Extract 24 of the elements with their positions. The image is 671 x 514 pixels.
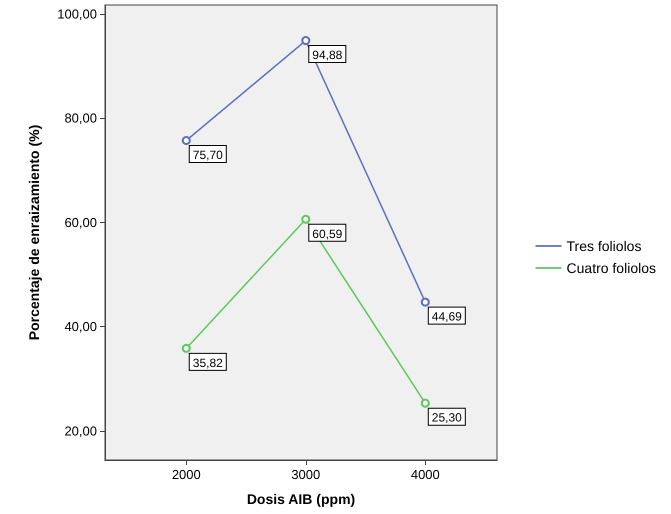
data-label: 75,70 (192, 148, 224, 162)
data-label: 44,69 (432, 310, 462, 324)
point (301, 36, 310, 46)
data-label: 60,59 (312, 226, 343, 241)
x-tick-label: 4000 (410, 467, 440, 482)
point (182, 136, 191, 146)
y-tick-label: 80,00 (64, 110, 97, 126)
y-axis-title: Porcentaje de enraizamiento (%) (26, 124, 42, 340)
y-tick-label: 40,00 (64, 319, 97, 334)
legend-label: Tres foliolos (566, 238, 642, 254)
data-label: 25,30 (432, 410, 462, 425)
point (182, 344, 191, 353)
point (301, 214, 310, 224)
data-label: 94,88 (312, 48, 343, 62)
point (420, 398, 430, 408)
y-tick-label: 20,00 (64, 423, 97, 438)
y-tick-label: 100,00 (57, 6, 97, 22)
data-label: 35,82 (192, 356, 224, 370)
x-tick-label: 3000 (291, 467, 320, 482)
y-tick-label: 60,00 (64, 214, 97, 230)
x-axis-title: Dosis AIB (ppm) (246, 491, 356, 507)
x-tick-label: 2000 (172, 467, 201, 482)
legend-label: Cuatro foliolos (566, 260, 656, 276)
point (420, 298, 430, 307)
